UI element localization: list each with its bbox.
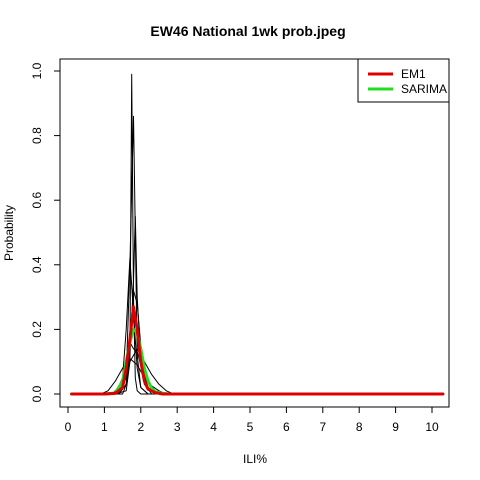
legend-box bbox=[357, 58, 450, 103]
x-axis-label: ILI% bbox=[243, 452, 267, 466]
x-tick-label: 10 bbox=[425, 420, 439, 434]
y-tick-label: 0.4 bbox=[30, 256, 44, 273]
y-tick-label: 0.8 bbox=[30, 127, 44, 144]
y-tick-label: 1.0 bbox=[30, 62, 44, 79]
legend-label-sarima: SARIMA bbox=[401, 82, 447, 96]
x-tick-label: 6 bbox=[283, 420, 290, 434]
x-tick-label: 0 bbox=[65, 420, 72, 434]
y-tick-label: 0.0 bbox=[30, 385, 44, 402]
chart-title: EW46 National 1wk prob.jpeg bbox=[150, 23, 345, 39]
series-layer bbox=[70, 73, 445, 396]
x-tick-label: 2 bbox=[137, 420, 144, 434]
y-tick-label: 0.6 bbox=[30, 192, 44, 209]
y-axis: 0.0 0.2 0.4 0.6 0.8 1.0 bbox=[30, 62, 60, 402]
legend-label-em1: EM1 bbox=[401, 67, 426, 81]
x-tick-label: 1 bbox=[101, 420, 108, 434]
x-tick-label: 4 bbox=[210, 420, 217, 434]
x-tick-label: 5 bbox=[247, 420, 254, 434]
x-tick-label: 3 bbox=[174, 420, 181, 434]
series-em1-line bbox=[70, 305, 445, 396]
x-tick-label: 8 bbox=[356, 420, 363, 434]
y-axis-label: Probability bbox=[2, 205, 16, 261]
x-tick-label: 7 bbox=[319, 420, 326, 434]
x-tick-label: 9 bbox=[392, 420, 399, 434]
y-tick-label: 0.2 bbox=[30, 321, 44, 338]
x-axis: 0 1 2 3 4 5 6 7 8 9 10 bbox=[65, 407, 439, 434]
plot-frame bbox=[59, 58, 450, 408]
